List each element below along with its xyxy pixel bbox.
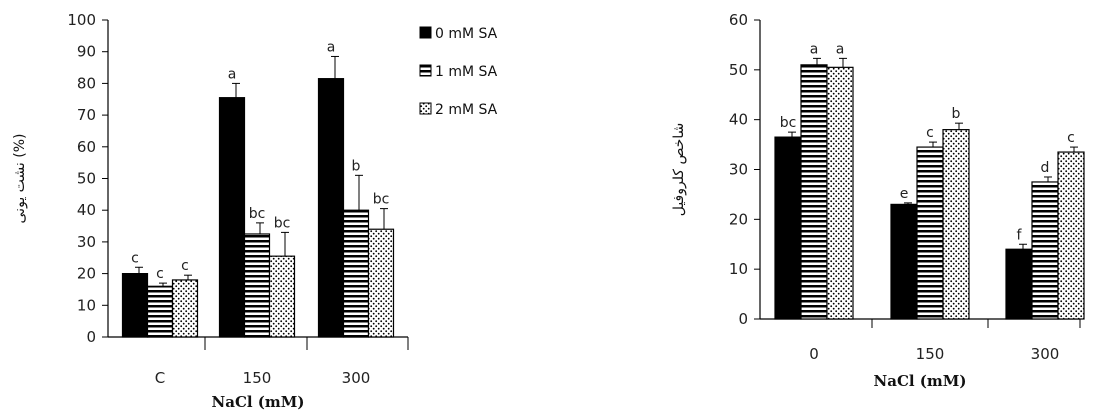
- y-tick-label: 100: [67, 11, 96, 29]
- x-tick-label: 150: [916, 345, 945, 363]
- significance-letter: c: [131, 250, 139, 266]
- significance-letter: bc: [274, 215, 291, 231]
- bar: [800, 64, 828, 320]
- legend-label: 0 mM SA: [435, 26, 498, 42]
- significance-letter: a: [228, 66, 237, 82]
- y-tick-label: 30: [729, 161, 748, 179]
- significance-letter: a: [810, 41, 819, 57]
- y-tick-label: 70: [77, 106, 96, 124]
- bar: [342, 209, 370, 338]
- y-tick-label: 20: [729, 210, 748, 228]
- y-tick-label: 80: [77, 74, 96, 92]
- y-tick-label: 40: [729, 111, 748, 129]
- legend-label: 2 mM SA: [435, 102, 498, 118]
- bar: [218, 97, 246, 338]
- y-tick-label: 90: [77, 43, 96, 61]
- y-tick-label: 0: [738, 310, 748, 328]
- x-tick-label: C: [155, 369, 165, 387]
- y-tick-label: 10: [77, 296, 96, 314]
- bar: [243, 233, 271, 338]
- significance-letter: a: [836, 41, 845, 57]
- significance-letter: e: [900, 186, 909, 202]
- bar: [1031, 181, 1059, 320]
- x-tick-label: 0: [809, 345, 819, 363]
- y-axis-title: نشت یونی (%): [12, 134, 28, 224]
- significance-letter: d: [1041, 160, 1050, 176]
- bar: [268, 255, 296, 338]
- y-tick-label: 60: [729, 11, 748, 29]
- bar: [826, 66, 854, 320]
- y-tick-label: 10: [729, 260, 748, 278]
- y-tick-label: 50: [77, 170, 96, 188]
- bar: [1005, 248, 1033, 320]
- y-tick-label: 60: [77, 138, 96, 156]
- x-tick-label: 300: [342, 369, 371, 387]
- y-tick-label: 50: [729, 61, 748, 79]
- legend-swatch: [419, 102, 432, 115]
- y-tick-label: 30: [77, 233, 96, 251]
- bar: [890, 203, 918, 320]
- bar: [916, 146, 944, 320]
- significance-letter: bc: [249, 206, 266, 222]
- bar: [146, 285, 174, 338]
- bar: [121, 273, 149, 338]
- significance-letter: c: [926, 125, 934, 141]
- y-tick-label: 0: [86, 328, 96, 346]
- bar: [774, 136, 802, 320]
- significance-letter: bc: [373, 192, 390, 208]
- significance-letter: b: [952, 106, 961, 122]
- legend-label: 1 mM SA: [435, 64, 498, 80]
- bar: [317, 78, 345, 338]
- y-tick-label: 40: [77, 201, 96, 219]
- bar: [942, 129, 970, 320]
- bar: [367, 228, 395, 338]
- significance-letter: c: [181, 258, 189, 274]
- significance-letter: a: [327, 39, 336, 55]
- significance-letter: c: [156, 266, 164, 282]
- x-tick-label: 150: [243, 369, 272, 387]
- significance-letter: bc: [780, 115, 797, 131]
- bar: [1057, 151, 1085, 320]
- chlorophyll-index-bar-chart: 0 10 20 30 40 50 60 bc a a 0 e c b 150 f d c 300 NaCl (mM) ش…: [671, 11, 1085, 390]
- legend-swatch: [419, 26, 432, 39]
- bar: [171, 279, 199, 338]
- y-tick-label: 20: [77, 265, 96, 283]
- significance-letter: f: [1017, 227, 1023, 243]
- legend-swatch: [419, 64, 432, 77]
- x-axis-title: NaCl (mM): [874, 372, 967, 390]
- significance-letter: c: [1067, 130, 1075, 146]
- significance-letter: b: [352, 158, 361, 174]
- x-axis-title: NaCl (mM): [212, 393, 305, 411]
- x-tick-label: 300: [1031, 345, 1060, 363]
- y-axis-title: شاخص کلروفیل: [671, 123, 687, 217]
